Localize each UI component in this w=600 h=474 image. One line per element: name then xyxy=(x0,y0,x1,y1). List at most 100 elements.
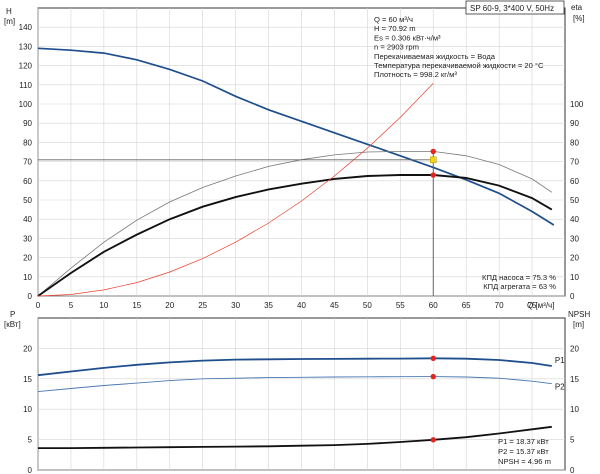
npsh-tick-label: 5 xyxy=(570,436,575,445)
info-line: Температура перекачиваемой жидкости = 20… xyxy=(374,61,544,70)
x-tick-label: 70 xyxy=(495,301,504,310)
h-axis-unit: [m] xyxy=(4,17,15,26)
p-axis-label: P xyxy=(10,310,15,319)
series-label-p1: P1 xyxy=(555,356,565,365)
h-tick-label: 30 xyxy=(23,234,32,243)
h-tick-label: 0 xyxy=(28,292,33,301)
eta-tick-label: 20 xyxy=(570,254,579,263)
p1-point xyxy=(430,355,436,362)
operating-point-info: Q = 60 м³/чH = 70.92 mEs = 0.306 кВт·ч/м… xyxy=(374,15,544,79)
h-axis-label: H xyxy=(6,7,12,16)
series-label-p2: P2 xyxy=(555,383,565,392)
x-tick-label: 55 xyxy=(396,301,405,310)
npsh-tick-label: 10 xyxy=(570,405,579,414)
x-tick-label: 0 xyxy=(36,301,41,310)
series-npsh-line xyxy=(38,425,552,449)
h-tick-label: 100 xyxy=(19,100,33,109)
series-p1-line xyxy=(37,357,552,377)
npsh-tick-label: 0 xyxy=(570,466,575,474)
bottom-series: P1 P2 xyxy=(37,356,565,449)
eta-unit-point xyxy=(430,172,436,178)
h-tick-label: 90 xyxy=(23,119,32,128)
x-tick-label: 45 xyxy=(330,301,339,310)
h-tick-label: 80 xyxy=(23,138,32,147)
eta-tick-label: 50 xyxy=(570,196,579,205)
x-tick-label: 65 xyxy=(462,301,471,310)
x-tick-label: 20 xyxy=(165,301,174,310)
bottom-left-ticks: 0 5 10 15 20 xyxy=(23,344,32,474)
info-line: n = 2903 rpm xyxy=(374,43,419,52)
x-tick-label: 5 xyxy=(69,301,74,310)
h-tick-label: 20 xyxy=(23,254,32,263)
x-tick-label: 50 xyxy=(363,301,372,310)
p2-point xyxy=(430,373,436,380)
p-tick-label: 0 xyxy=(28,466,33,474)
h-tick-label: 50 xyxy=(23,196,32,205)
info-line: Es = 0.306 кВт·ч/м³ xyxy=(374,33,441,42)
eta-tick-label: 80 xyxy=(570,138,579,147)
efficiency-label: КПД агрегата = 63 % xyxy=(483,282,556,291)
eta-tick-label: 30 xyxy=(570,234,579,243)
eta-tick-label: 90 xyxy=(570,119,579,128)
x-tick-label: 25 xyxy=(198,301,207,310)
h-tick-label: 60 xyxy=(23,177,32,186)
npsh-tick-label: 20 xyxy=(570,344,579,353)
eta-tick-label: 60 xyxy=(570,177,579,186)
series-кпд-насоса-line xyxy=(37,151,553,297)
power-info-line: P1 = 18.37 кВт xyxy=(498,437,549,446)
npsh-axis-unit: [m] xyxy=(573,320,584,329)
eta-axis-label: eta xyxy=(571,3,583,12)
power-info-line: P2 = 15.37 кВт xyxy=(498,447,549,456)
p-tick-label: 15 xyxy=(23,375,32,384)
eta-pump-point xyxy=(430,148,436,155)
x-tick-label: 60 xyxy=(429,301,438,310)
info-line: Плотность = 998.2 кг/м³ xyxy=(374,70,457,79)
efficiency-label: КПД насоса = 75.3 % xyxy=(482,273,556,282)
info-line: Q = 60 м³/ч xyxy=(374,15,413,24)
eta-tick-label: 100 xyxy=(570,100,584,109)
bottom-right-ticks: 0 5 10 15 20 xyxy=(570,344,579,474)
chart-title: SP 60-9, 3*400 V, 50Hz xyxy=(470,4,554,13)
top-left-ticks: 0 10 20 30 40 50 60 70 80 90 100 110 120 130 140 xyxy=(19,23,33,301)
x-tick-label: 40 xyxy=(297,301,306,310)
top-series xyxy=(37,47,555,297)
h-tick-label: 70 xyxy=(23,158,32,167)
efficiency-labels: КПД насоса = 75.3 %КПД агрегата = 63 % xyxy=(482,273,556,291)
top-x-ticks: 0 5 10 15 20 25 30 35 40 45 50 55 60 65 70 75 xyxy=(36,301,537,310)
series-кпд-агрегата-line xyxy=(37,174,553,297)
eta-tick-label: 10 xyxy=(570,273,579,282)
q-axis-label: Q [м³/ч] xyxy=(527,301,554,310)
h-tick-label: 130 xyxy=(19,42,33,51)
eta-tick-label: 70 xyxy=(570,158,579,167)
h-tick-label: 40 xyxy=(23,215,32,224)
h-tick-label: 140 xyxy=(19,23,33,32)
x-tick-label: 35 xyxy=(264,301,273,310)
p-tick-label: 20 xyxy=(23,344,32,353)
eta-tick-label: 40 xyxy=(570,215,579,224)
eta-axis-unit: [%] xyxy=(573,14,585,23)
top-operating-point xyxy=(38,148,437,296)
info-line: H = 70.92 m xyxy=(374,24,416,33)
title-box xyxy=(465,0,565,15)
x-tick-label: 75 xyxy=(528,301,537,310)
top-right-ticks: 0 10 20 30 40 50 60 70 80 90 100 xyxy=(570,100,584,301)
p-axis-unit: [кВт] xyxy=(4,320,21,329)
series-p2-line xyxy=(37,376,552,393)
eta-tick-label: 0 xyxy=(570,292,575,301)
x-tick-label: 10 xyxy=(99,301,108,310)
info-line: Перекачиваемая жидкость = Вода xyxy=(374,52,496,61)
npsh-axis-label: NPSH xyxy=(568,310,590,319)
h-tick-label: 120 xyxy=(19,62,33,71)
series-h-line xyxy=(37,47,555,226)
head-point xyxy=(430,156,437,164)
x-tick-label: 15 xyxy=(132,301,141,310)
npsh-point xyxy=(430,437,436,443)
h-tick-label: 110 xyxy=(19,81,32,90)
p-tick-label: 10 xyxy=(23,405,32,414)
series-system-curve-line xyxy=(37,83,434,297)
h-tick-label: 10 xyxy=(23,273,32,282)
x-tick-label: 30 xyxy=(231,301,240,310)
bottom-grid xyxy=(37,318,565,471)
